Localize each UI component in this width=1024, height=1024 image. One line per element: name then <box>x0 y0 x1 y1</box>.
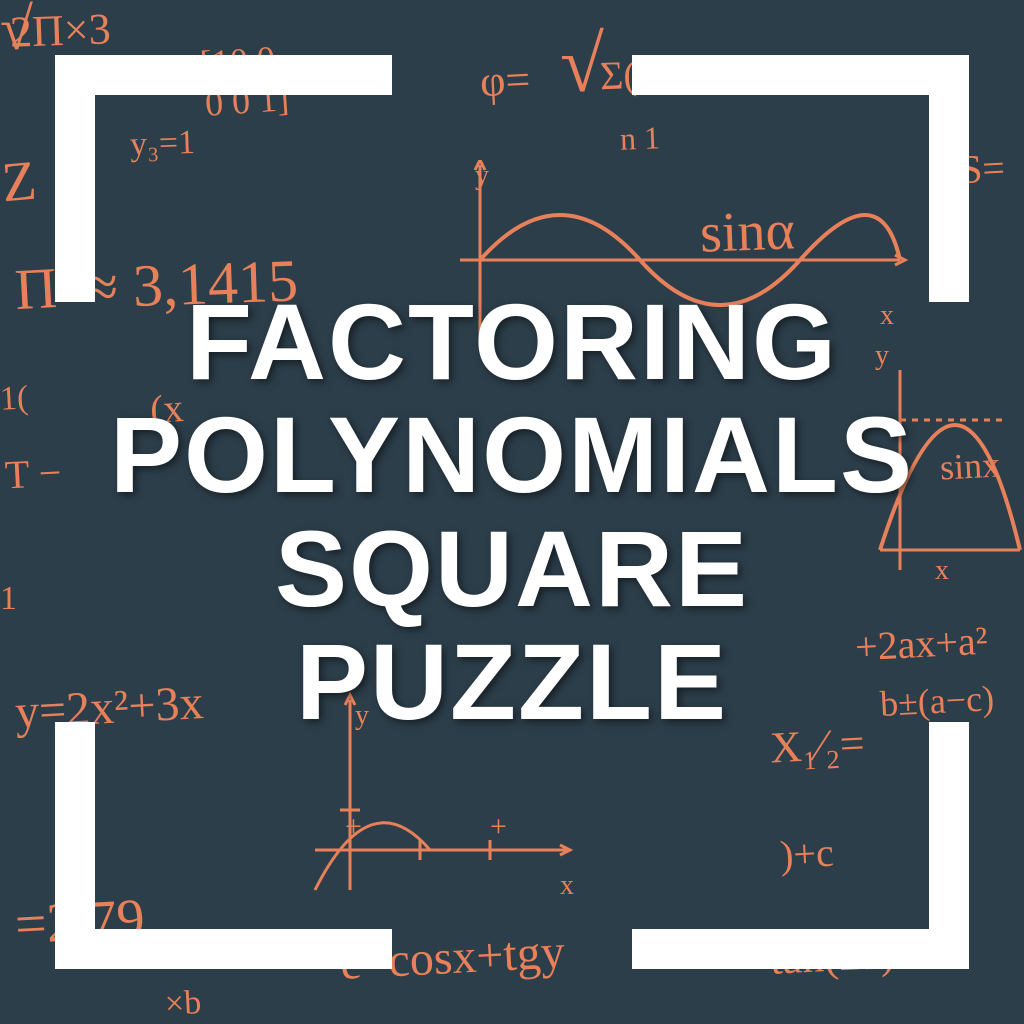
scribble: T − <box>4 449 63 499</box>
frame-bar <box>55 769 95 969</box>
scribble: )+c <box>779 829 835 879</box>
frame-bar <box>929 255 969 302</box>
scribble: Z <box>0 149 39 216</box>
frame-bar <box>255 929 392 969</box>
title-line-4: PUZZLE <box>110 625 914 738</box>
frame-bar <box>55 55 95 255</box>
frame-bar <box>55 255 95 302</box>
scribble: √ <box>560 20 604 111</box>
frame-bar <box>55 722 95 769</box>
frame-bar <box>929 769 969 969</box>
scribble: √ <box>0 0 33 64</box>
scribble: φ= <box>479 54 532 108</box>
title-line-1: FACTORING <box>110 285 914 398</box>
title-line-3: SQUARE <box>110 512 914 625</box>
main-title: FACTORING POLYNOMIALS SQUARE PUZZLE <box>110 285 914 739</box>
scribble: y₃=1 <box>129 124 195 164</box>
scribble: 1 <box>0 580 17 618</box>
scribble: Π <box>13 254 58 323</box>
frame-bar <box>929 55 969 255</box>
scribble: n 1 <box>619 119 660 157</box>
graphic-canvas: 2Π×3√[10 00 0 1]y₃=1φ=√Σ(x−μ)²n 1S=Z≈ 3,… <box>0 0 1024 1024</box>
scribble: 1( <box>0 379 29 418</box>
scribble: ×b <box>164 984 202 1024</box>
frame-bar <box>632 55 769 95</box>
frame-bar <box>929 722 969 769</box>
frame-bar <box>632 929 769 969</box>
title-line-2: POLYNOMIALS <box>110 399 914 512</box>
frame-bar <box>255 55 392 95</box>
